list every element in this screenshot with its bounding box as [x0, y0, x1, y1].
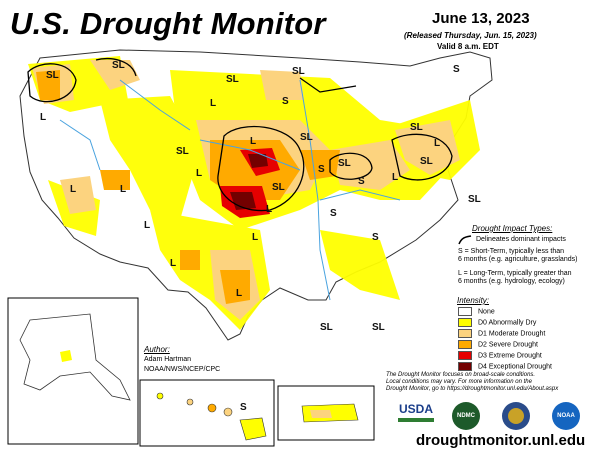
svg-text:SL: SL [300, 132, 313, 143]
map-impact-labels: SL SL S S L L L L L L L L L L S S SL SL … [40, 60, 481, 413]
legend-none: None [458, 307, 495, 316]
author-title: Author: [144, 345, 170, 354]
alaska-inset-frame [7, 297, 139, 445]
svg-text:L: L [392, 172, 398, 183]
svg-text:L: L [196, 168, 202, 179]
svg-text:SL: SL [320, 322, 333, 333]
noaa-logo: NOAA [552, 402, 580, 430]
svg-text:SL: SL [292, 66, 305, 77]
svg-text:S: S [372, 232, 379, 243]
svg-text:L: L [252, 232, 258, 243]
author-org: NOAA/NWS/NCEP/CPC [144, 366, 221, 373]
svg-text:L: L [266, 204, 272, 215]
svg-text:S: S [240, 402, 247, 413]
hawaii-inset-frame [139, 379, 275, 447]
legend-d2: D2 Severe Drought [458, 340, 538, 349]
svg-text:SL: SL [468, 194, 481, 205]
svg-text:SL: SL [112, 60, 125, 71]
svg-text:SL: SL [338, 158, 351, 169]
map-date: June 13, 2023 [432, 10, 530, 27]
impact-short-term-2: 6 months (e.g. agriculture, grasslands) [458, 256, 578, 263]
delineation-line-icon [458, 235, 472, 245]
svg-text:L: L [40, 112, 46, 123]
svg-text:L: L [120, 184, 126, 195]
legend-swatch [458, 318, 472, 327]
d4-areas [230, 154, 268, 210]
svg-text:SL: SL [410, 122, 423, 133]
puerto-rico-inset-frame [277, 385, 375, 441]
svg-text:SL: SL [226, 74, 239, 85]
impact-delineates-text: Delineates dominant impacts [476, 236, 566, 243]
impact-lines [27, 57, 453, 212]
legend-swatch [458, 351, 472, 360]
svg-text:L: L [236, 288, 242, 299]
release-date: (Released Thursday, Jun. 15, 2023) [404, 31, 537, 40]
svg-text:S: S [358, 176, 365, 187]
svg-text:L: L [144, 220, 150, 231]
legend-d4: D4 Exceptional Drought [458, 362, 552, 371]
map-title: U.S. Drought Monitor [10, 6, 326, 41]
svg-text:S: S [318, 164, 325, 175]
svg-text:L: L [170, 258, 176, 269]
svg-text:SL: SL [372, 322, 385, 333]
rivers [59, 79, 401, 301]
svg-text:L: L [250, 136, 256, 147]
svg-text:L: L [70, 184, 76, 195]
usda-logo: USDA [398, 402, 434, 428]
legend-d3: D3 Extreme Drought [458, 351, 542, 360]
svg-text:S: S [453, 64, 460, 75]
legend-d1: D1 Moderate Drought [458, 329, 545, 338]
svg-text:SL: SL [176, 146, 189, 157]
hawaii-islands [156, 392, 267, 441]
alaska-shape [19, 313, 131, 401]
legend-swatch [458, 362, 472, 371]
svg-text:SL: SL [420, 156, 433, 167]
legend-d0: D0 Abnormally Dry [458, 318, 536, 327]
impact-long-term-2: 6 months (e.g. hydrology, ecology) [458, 278, 565, 285]
impact-long-term-1: L = Long-Term, typically greater than [458, 270, 572, 277]
impact-types-title: Drought Impact Types: [472, 224, 553, 233]
valid-time: Valid 8 a.m. EDT [437, 42, 499, 51]
svg-text:L: L [210, 98, 216, 109]
svg-text:S: S [282, 96, 289, 107]
legend-swatch [458, 340, 472, 349]
alaska-d0 [60, 350, 72, 362]
impact-short-term-1: S = Short-Term, typically less than [458, 248, 565, 255]
doc-seal-logo [502, 402, 530, 430]
legend-swatch [458, 307, 472, 316]
svg-text:S: S [330, 208, 337, 219]
ndmc-logo: NDMC [452, 402, 480, 430]
legend-swatch [458, 329, 472, 338]
author-name: Adam Hartman [144, 356, 192, 363]
info-note: The Drought Monitor focuses on broad-sca… [386, 372, 559, 392]
svg-text:L: L [434, 138, 440, 149]
svg-text:SL: SL [272, 182, 285, 193]
puerto-rico-d1 [310, 410, 332, 418]
intensity-title: Intensity: [457, 296, 490, 305]
drought-monitor-url[interactable]: droughtmonitor.unl.edu [416, 432, 586, 449]
svg-text:SL: SL [46, 70, 59, 81]
